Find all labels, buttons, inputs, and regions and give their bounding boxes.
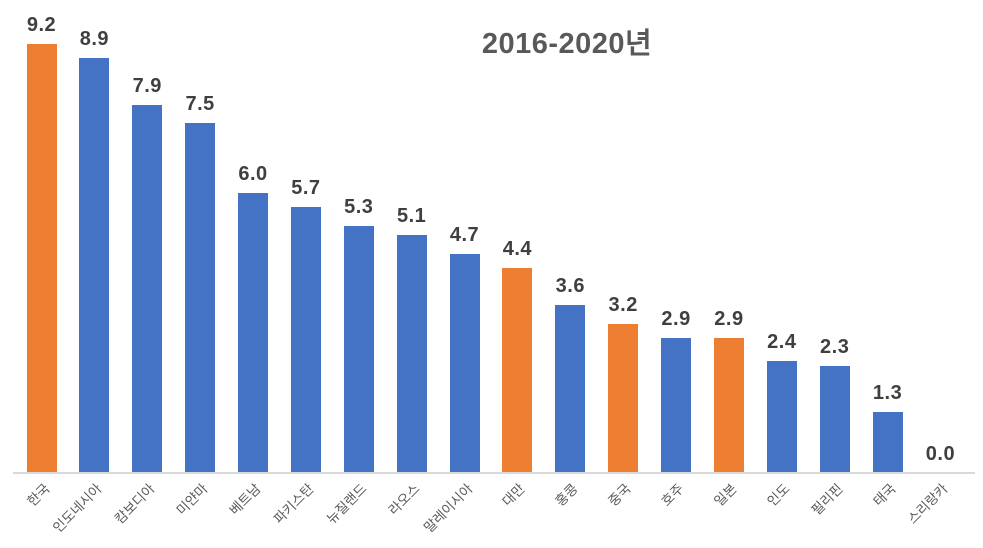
bar-미얀마 xyxy=(185,123,216,473)
bar-value-label: 4.4 xyxy=(502,238,533,260)
bar-캄보디아 xyxy=(132,105,163,473)
bar-value-label: 2.9 xyxy=(661,308,691,330)
bar-value-label: 9.2 xyxy=(26,14,57,36)
bar-value-label: 2.4 xyxy=(767,331,797,353)
bar-value-label: 7.5 xyxy=(185,93,215,115)
bar-파키스탄 xyxy=(290,207,321,473)
bar-value-label: 2.3 xyxy=(820,336,850,358)
bar-value-label: 5.3 xyxy=(344,196,374,218)
bar-value-label: 5.1 xyxy=(397,205,427,227)
bar-value-label: 5.7 xyxy=(291,177,321,199)
bar-한국 xyxy=(26,44,57,473)
bar-중국 xyxy=(608,324,639,473)
bar-value-label: 7.9 xyxy=(132,75,162,97)
bar-인도네시아 xyxy=(79,58,110,473)
bar-태국 xyxy=(872,412,903,473)
bar-필리핀 xyxy=(819,366,850,473)
bar-value-label: 0.0 xyxy=(925,443,956,465)
bar-value-label: 4.7 xyxy=(449,224,480,246)
bar-호주 xyxy=(661,338,692,473)
x-axis-line xyxy=(13,472,975,474)
bar-value-label: 6.0 xyxy=(238,163,268,185)
bar-일본 xyxy=(713,338,744,473)
bar-value-label: 2.9 xyxy=(714,308,744,330)
bar-value-label: 8.9 xyxy=(79,28,110,50)
bar-뉴질랜드 xyxy=(343,226,374,473)
bar-말레이시아 xyxy=(449,254,480,473)
bar-value-label: 3.2 xyxy=(608,294,638,316)
bar-value-label: 1.3 xyxy=(872,382,903,404)
bar-인도 xyxy=(766,361,797,473)
bar-라오스 xyxy=(396,235,427,473)
bar-대만 xyxy=(502,268,533,473)
bar-value-label: 3.6 xyxy=(555,275,585,297)
chart-title: 2016-2020년 xyxy=(481,28,653,60)
bar-베트남 xyxy=(238,193,269,473)
bar-홍콩 xyxy=(555,305,586,473)
